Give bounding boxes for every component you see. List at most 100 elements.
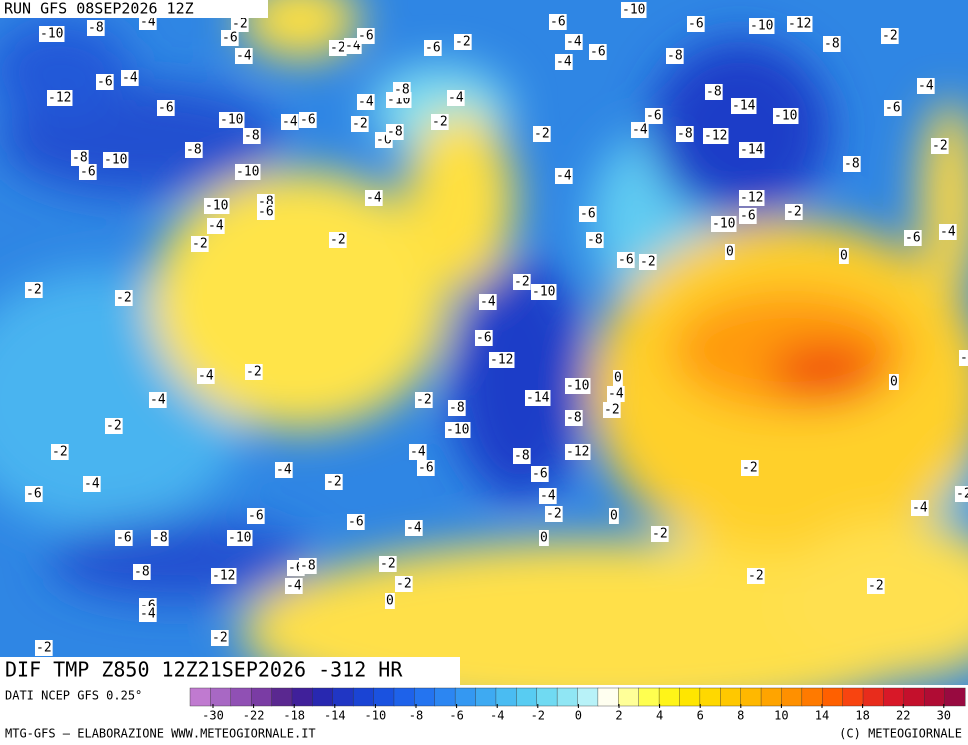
contour-label-box xyxy=(445,422,471,438)
contour-label: -2 xyxy=(604,403,620,418)
contour-label: -2 xyxy=(396,577,412,592)
contour-label: -12 xyxy=(788,17,811,32)
contour-label: -2 xyxy=(116,291,132,306)
colorbar-box xyxy=(393,687,415,707)
contour-label: -8 xyxy=(706,85,722,100)
contour-label-box xyxy=(603,402,621,418)
colorbar-box xyxy=(250,687,273,707)
colorbar-tick-label: -10 xyxy=(365,709,387,723)
contour-label: -4 xyxy=(286,579,302,594)
contour-label: -8 xyxy=(134,565,150,580)
contour-label: -6 xyxy=(905,231,921,246)
contour-label-box xyxy=(666,48,684,64)
contour-label: -10 xyxy=(566,379,589,394)
contour-label-box xyxy=(489,352,515,368)
contour-label: -2 xyxy=(742,461,758,476)
contour-label: 0 xyxy=(610,509,618,524)
contour-label-box xyxy=(79,164,97,180)
contour-label-box xyxy=(405,520,423,536)
contour-label: -2 xyxy=(546,507,562,522)
contour-label-box xyxy=(617,252,635,268)
contour-label-box xyxy=(417,460,435,476)
contour-label: -10 xyxy=(622,3,645,18)
contour-label: -14 xyxy=(526,391,550,406)
contour-label: 0 xyxy=(540,531,548,546)
contour-label: 0 xyxy=(890,375,898,390)
copyright-label: (C) METEOGIORNALE xyxy=(839,727,962,741)
contour-label: 0 xyxy=(840,249,848,264)
colorbar-box xyxy=(475,687,497,707)
contour-label-box xyxy=(231,16,249,32)
contour-label-box xyxy=(749,18,775,34)
contour-label: -4 xyxy=(140,607,156,622)
colorbar-box xyxy=(862,687,884,707)
contour-label-box xyxy=(424,40,442,56)
contour-label-box xyxy=(621,2,647,18)
contour-label: -2 xyxy=(352,117,368,132)
colorbar-tick-label: -2 xyxy=(531,709,545,723)
colorbar-box xyxy=(454,687,477,707)
contour-label-box xyxy=(747,568,765,584)
contour-label: -4 xyxy=(608,387,624,402)
contour-label-box xyxy=(549,14,567,30)
contour-label-box xyxy=(357,28,375,44)
contour-label-box xyxy=(245,364,263,380)
contour-label: -6 xyxy=(646,109,662,124)
contour-label-box xyxy=(185,142,203,158)
contour-label: -8 xyxy=(387,125,403,140)
contour-label: -2 xyxy=(534,127,550,142)
contour-label: -2 xyxy=(432,115,448,130)
contour-labels: -10 -8 -4 -2-6-4-2 -4-6-6 -2-6-4-6-4-10-6 -10-… xyxy=(25,2,968,656)
colorbar-box xyxy=(434,687,456,707)
contour-label-box xyxy=(357,94,375,110)
contour-label-box xyxy=(539,530,549,546)
colorbar-tick-label: 10 xyxy=(774,709,788,723)
colorbar-box xyxy=(842,687,864,707)
contour-label: -6 xyxy=(300,113,316,128)
contour-label-box xyxy=(25,486,43,502)
contour-label: 0 xyxy=(386,594,394,609)
contour-label: 0 xyxy=(614,371,622,386)
colorbar-box xyxy=(638,687,660,707)
contour-label: -2 xyxy=(514,275,530,290)
colorbar-box xyxy=(556,687,579,707)
contour-label-box xyxy=(959,350,968,366)
map-field xyxy=(0,0,968,685)
contour-label-box xyxy=(96,74,114,90)
contour-label-box xyxy=(51,444,69,460)
contour-label-box xyxy=(275,462,293,478)
colorbar-tick-label: -14 xyxy=(324,709,346,723)
contour-label-box xyxy=(151,530,169,546)
contour-label: -2 xyxy=(932,139,948,154)
contour-label-box xyxy=(787,16,813,32)
contour-label-box xyxy=(447,90,465,106)
contour-label: -2 xyxy=(26,283,42,298)
contour-label: -4 xyxy=(150,393,166,408)
contour-label: -12 xyxy=(740,191,763,206)
contour-label-box xyxy=(513,274,531,290)
contour-label: -2 xyxy=(52,445,68,460)
contour-label-box xyxy=(204,198,230,214)
contour-label-box xyxy=(35,640,53,656)
contour-label: -6 xyxy=(116,531,132,546)
contour-label-box xyxy=(884,100,902,116)
title-box xyxy=(0,657,460,685)
contour-label: -4 xyxy=(918,79,934,94)
contour-label: 0 xyxy=(726,245,734,260)
contour-label-box xyxy=(71,150,89,166)
contour-label-box xyxy=(395,576,413,592)
contour-label-box xyxy=(133,564,151,580)
colorbar-box xyxy=(230,687,252,707)
contour-label: -6 xyxy=(158,101,174,116)
contour-label: -4 xyxy=(366,191,382,206)
colorbar-tick-label: 0 xyxy=(575,709,582,723)
contour-label: -8 xyxy=(300,559,316,574)
contour-label-box xyxy=(211,630,229,646)
colorbar-box xyxy=(883,687,905,707)
contour-label-box xyxy=(539,488,557,504)
colorbar-box xyxy=(495,687,517,707)
contour-label: -8 xyxy=(152,531,168,546)
contour-label-box xyxy=(613,370,623,386)
contour-label: -2 xyxy=(640,255,656,270)
contour-label-box xyxy=(329,232,347,248)
